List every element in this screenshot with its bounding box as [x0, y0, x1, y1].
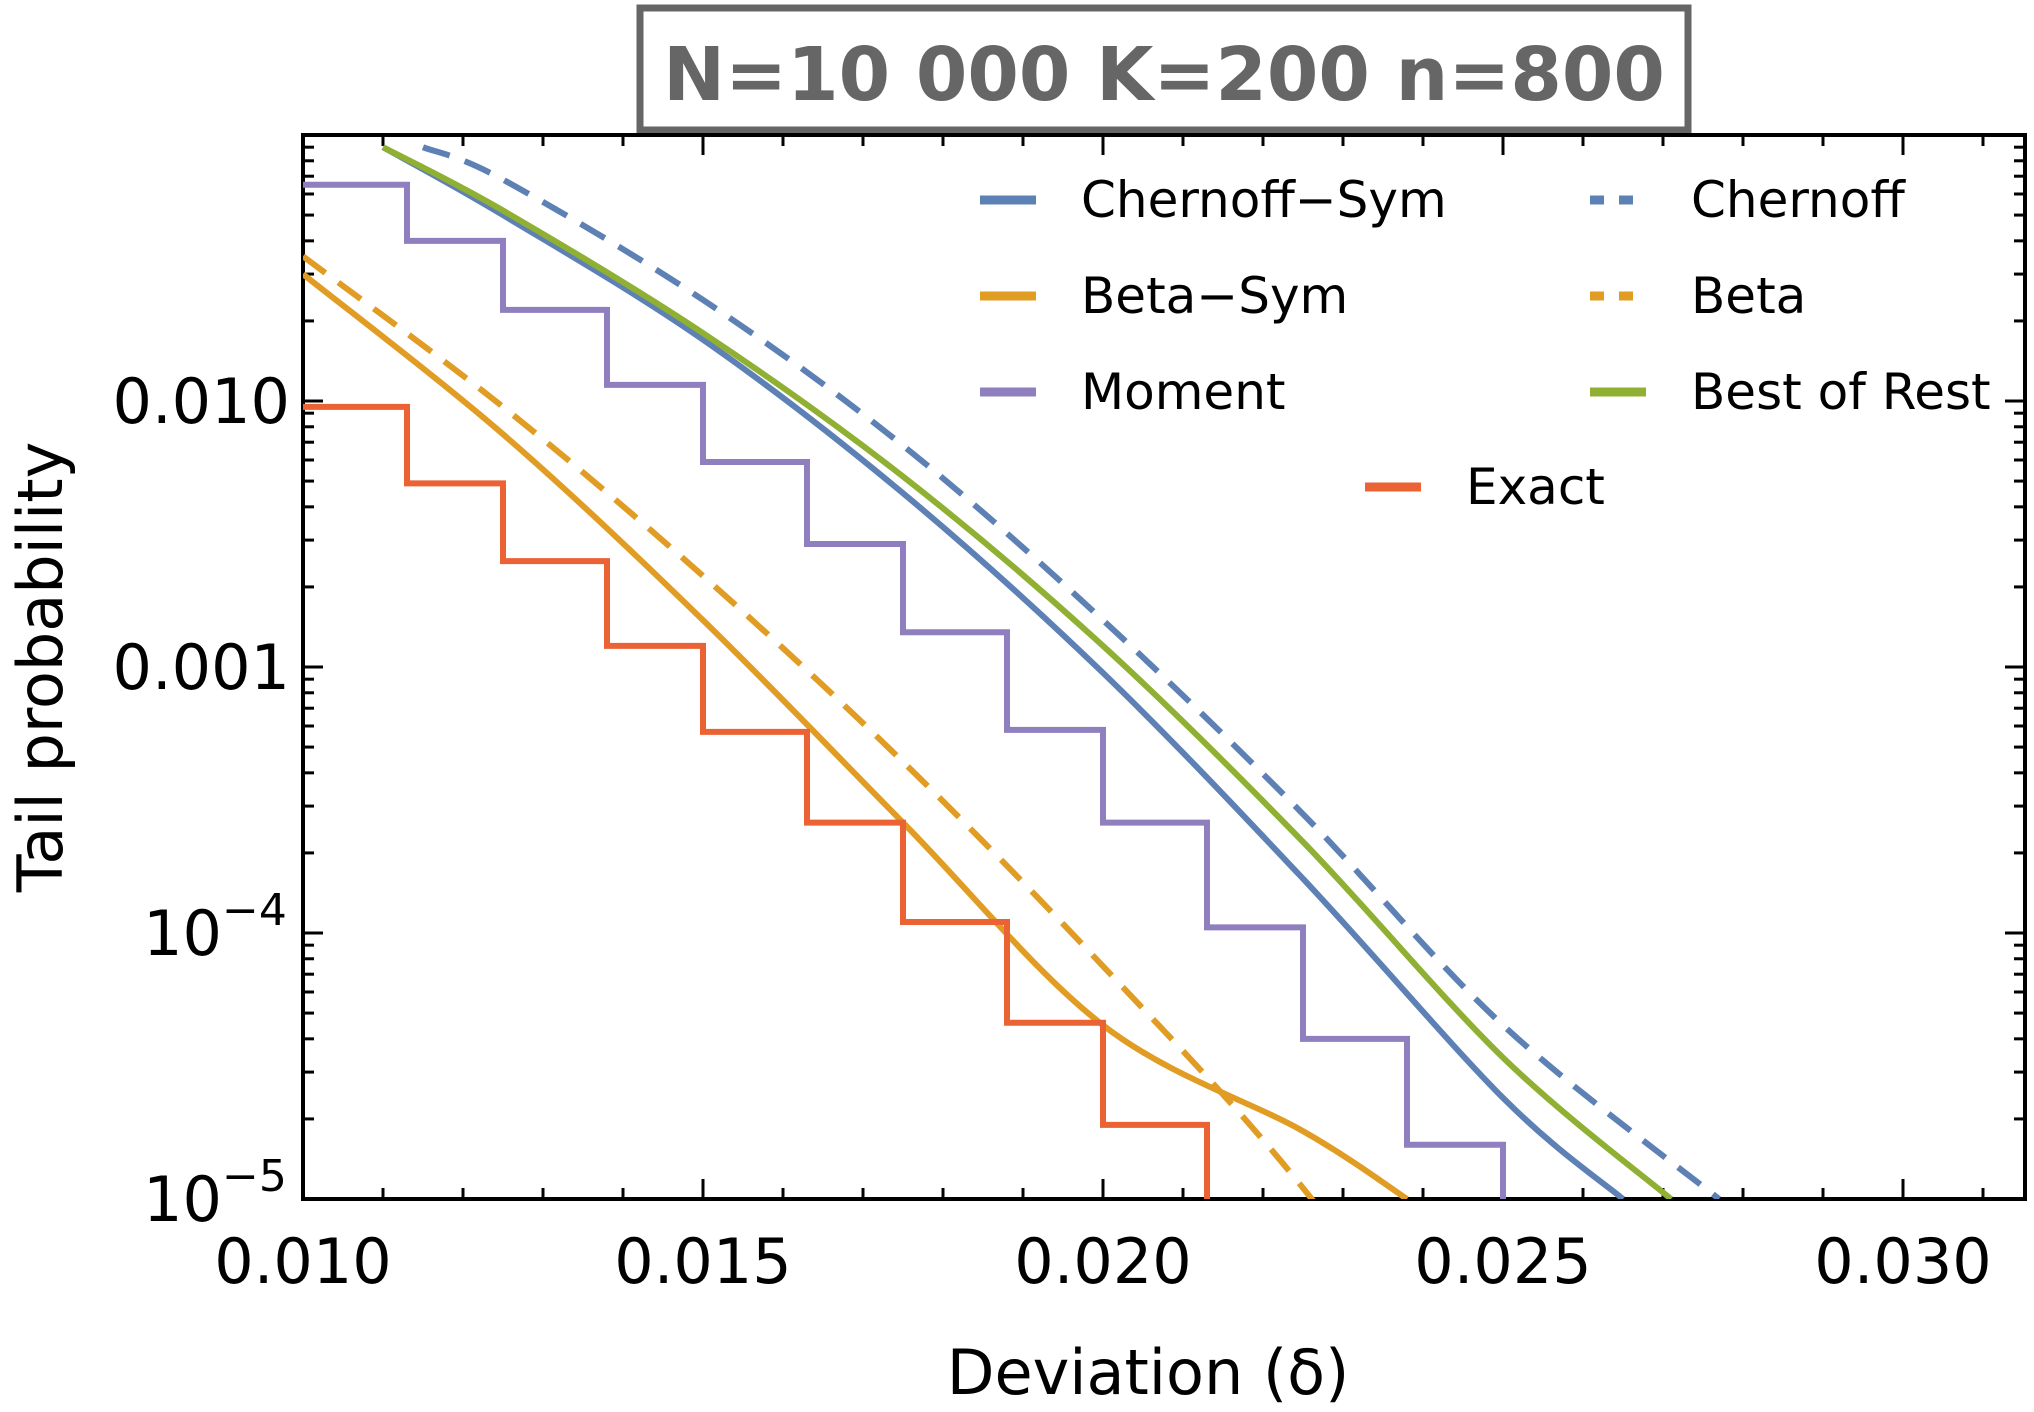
- y-tick-label-base: 10: [143, 1163, 222, 1236]
- legend-item-chernoff-sym: Chernoff−Sym: [980, 171, 1447, 229]
- series-line-chernoff: [421, 144, 1721, 1199]
- legend-item-exact: Exact: [1365, 458, 1605, 516]
- series-group: [303, 144, 1721, 1199]
- legend-item-best-of-rest: Best of Rest: [1590, 363, 1991, 421]
- legend: Chernoff−Sym Chernoff Beta−Sym Beta Moment Be…: [980, 171, 1991, 516]
- legend-item-beta-sym: Beta−Sym: [980, 267, 1348, 325]
- series-line-best-of-rest: [381, 144, 1673, 1199]
- title-frame: [636, 4, 1692, 134]
- series-line-beta: [303, 253, 1316, 1199]
- y-tick-label-exponent: −5: [222, 1151, 287, 1202]
- y-tick-label-power: 10 −4: [143, 885, 287, 970]
- y-tick-label-base: 10: [143, 897, 222, 970]
- x-tick-label: 0.020: [1014, 1225, 1192, 1298]
- y-tick-label: 0.001: [113, 631, 291, 704]
- x-tick-labels: 0.010 0.015 0.020 0.025 0.030: [214, 1225, 1992, 1298]
- x-tick-label: 0.030: [1814, 1225, 1992, 1298]
- chart-title: N=10 000 K=200 n=800: [663, 32, 1665, 118]
- axis-ticks: [301, 133, 2025, 1201]
- x-axis-label: Deviation (δ): [947, 1336, 1350, 1409]
- legend-label: Exact: [1466, 458, 1605, 516]
- series-line-moment: [303, 181, 1506, 1199]
- y-axis-label: Tail probability: [4, 442, 77, 894]
- legend-label: Chernoff: [1691, 171, 1906, 229]
- legend-label: Moment: [1081, 363, 1286, 421]
- y-tick-label: 0.010: [113, 365, 291, 438]
- x-tick-label: 0.015: [614, 1225, 792, 1298]
- legend-label: Chernoff−Sym: [1081, 171, 1447, 229]
- y-tick-label-power: 10 −5: [143, 1151, 287, 1236]
- x-tick-label: 0.010: [214, 1225, 392, 1298]
- title-box: N=10 000 K=200 n=800: [636, 4, 1692, 134]
- legend-label: Best of Rest: [1691, 363, 1991, 421]
- legend-item-moment: Moment: [980, 363, 1286, 421]
- series-line-beta-sym: [303, 271, 1409, 1199]
- legend-label: Beta−Sym: [1081, 267, 1348, 325]
- series-line-exact: [303, 403, 1210, 1199]
- legend-item-beta: Beta: [1590, 267, 1806, 325]
- x-tick-label: 0.025: [1414, 1225, 1592, 1298]
- y-tick-label-exponent: −4: [222, 885, 287, 936]
- legend-item-chernoff: Chernoff: [1590, 171, 1906, 229]
- series-line-chernoff-sym: [381, 144, 1625, 1199]
- legend-label: Beta: [1691, 267, 1806, 325]
